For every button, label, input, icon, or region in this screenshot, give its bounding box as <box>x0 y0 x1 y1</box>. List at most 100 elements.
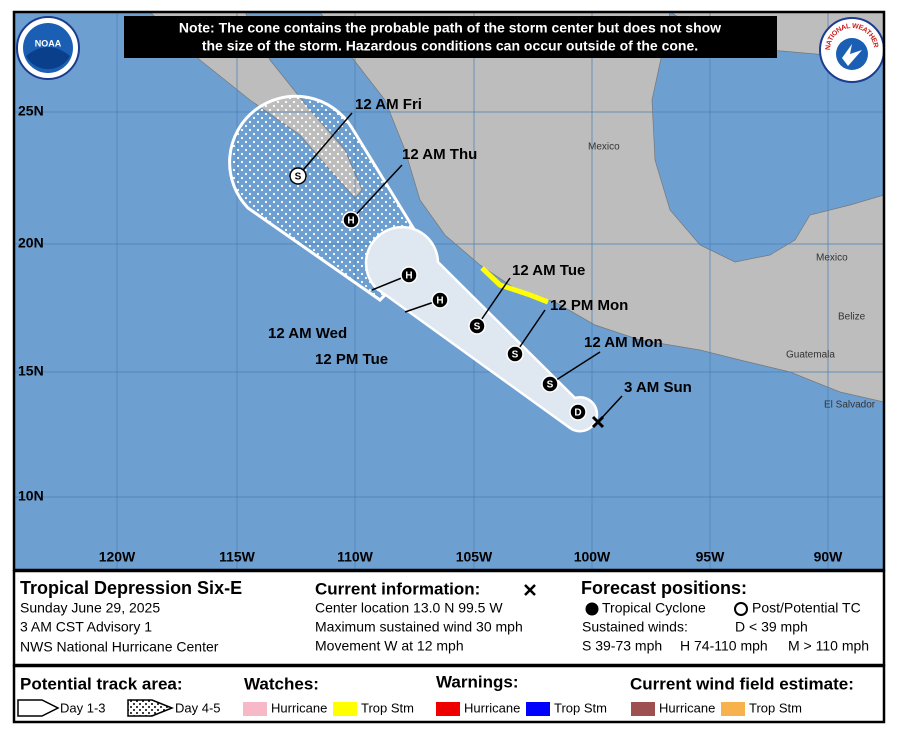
forecast-point <box>541 375 559 393</box>
date: Sunday June 29, 2025 <box>20 600 160 616</box>
place-label: Mexico <box>816 253 848 264</box>
time-label: 12 AM Mon <box>584 334 663 351</box>
noaa-logo: NOAA <box>16 16 80 80</box>
lat-label: 25N <box>18 103 44 119</box>
mainland <box>319 12 884 403</box>
swatch-label: Trop Stm <box>749 700 802 715</box>
swatch <box>333 702 357 716</box>
point-symbol: S <box>474 322 481 333</box>
lon-label: 100W <box>574 549 611 565</box>
time-label: 12 AM Tue <box>512 262 585 279</box>
lat-label: 10N <box>18 488 44 504</box>
center: NWS National Hurricane Center <box>20 639 219 655</box>
current-line: Movement W at 12 mph <box>315 638 464 654</box>
place-label: Belize <box>838 312 866 323</box>
lat-label: 20N <box>18 235 44 251</box>
lon-label: 115W <box>219 549 256 565</box>
lon-label: 95W <box>696 549 726 565</box>
info-panel: Tropical Depression Six-E Sunday June 29… <box>12 569 886 667</box>
wind-h: H 74-110 mph <box>680 638 768 654</box>
tc-label: Tropical Cyclone <box>602 600 706 616</box>
storm-title: Tropical Depression Six-E <box>20 578 242 598</box>
time-label: 12 AM Fri <box>355 96 422 113</box>
point-symbol: S <box>295 172 302 183</box>
place-label: El Salvador <box>824 400 876 411</box>
swatch <box>721 702 745 716</box>
swatch <box>526 702 550 716</box>
time-label: 12 PM Mon <box>550 297 628 314</box>
place-label: Mexico <box>588 142 620 153</box>
swatch-label: Trop Stm <box>361 700 414 715</box>
time-label: 12 PM Tue <box>315 351 388 368</box>
wind-m: M > 110 mph <box>788 638 869 654</box>
swatch-label: Trop Stm <box>554 700 607 715</box>
map: 3 AM Sun D 12 AM Mon S 12 PM Mon S 12 AM Tue S 1… <box>14 12 884 570</box>
day45-icon <box>127 699 175 717</box>
forecast-point <box>569 403 587 421</box>
tc-icon <box>585 602 599 616</box>
current-heading: Current information: <box>315 579 480 598</box>
leader-line <box>350 164 403 221</box>
tropical-storm-watch <box>480 266 549 305</box>
note: Note: The cone contains the probable pat… <box>179 20 721 36</box>
noaa-text: NOAA <box>35 38 62 48</box>
swatch <box>631 702 655 716</box>
lon-label: 120W <box>99 549 136 565</box>
note-box <box>124 16 777 58</box>
graticule <box>14 12 884 570</box>
forecast-point <box>468 317 486 335</box>
advisory: 3 AM CST Advisory 1 <box>20 619 152 635</box>
lon-label: 90W <box>814 549 844 565</box>
day13-label: Day 1-3 <box>60 700 106 715</box>
point-symbol: D <box>574 408 581 419</box>
post-label: Post/Potential TC <box>752 600 861 616</box>
current-icon <box>524 584 536 596</box>
warnings-heading: Warnings: <box>436 672 518 691</box>
swatch-label: Hurricane <box>271 700 327 715</box>
leader-line <box>476 277 511 327</box>
legend-panel: Potential track area: Day 1-3 Day 4-5 Wa… <box>12 664 886 724</box>
watches-heading: Watches: <box>244 674 319 693</box>
track-heading: Potential track area: <box>20 674 183 693</box>
leader-line <box>549 351 601 385</box>
time-label: 12 AM Thu <box>402 146 477 163</box>
point-symbol: S <box>512 350 519 361</box>
wind-d: D < 39 mph <box>735 619 808 635</box>
point-symbol: S <box>547 380 554 391</box>
swatch <box>436 702 460 716</box>
wind-heading: Current wind field estimate: <box>630 674 854 693</box>
leader-line <box>597 395 623 423</box>
point-symbol: H <box>347 216 354 227</box>
wind-s: S 39-73 mph <box>582 638 662 654</box>
time-label: 3 AM Sun <box>624 379 692 396</box>
forecast-point <box>289 167 307 185</box>
lon-label: 105W <box>456 549 493 565</box>
lat-label: 15N <box>18 363 44 379</box>
forecast-heading: Forecast positions: <box>581 578 747 598</box>
current-line: Maximum sustained wind 30 mph <box>315 619 523 635</box>
winds-label: Sustained winds: <box>582 619 688 635</box>
note: the size of the storm. Hazardous conditi… <box>202 38 698 54</box>
leader-line <box>514 309 546 355</box>
current-line: Center location 13.0 N 99.5 W <box>315 600 503 616</box>
leader-line <box>297 112 353 177</box>
place-label: Guatemala <box>786 350 835 361</box>
lon-label: 110W <box>337 549 374 565</box>
day13-icon <box>17 699 60 717</box>
forecast-point <box>400 266 418 284</box>
swatch <box>243 702 267 716</box>
track: 3 AM Sun D 12 AM Mon S 12 PM Mon S 12 AM Tue S 1… <box>268 96 692 429</box>
swatch-label: Hurricane <box>464 700 520 715</box>
lon-labels: 120W 115W 110W 105W 100W 95W 90W <box>99 549 843 565</box>
time-label: 12 AM Wed <box>268 325 347 342</box>
post-icon <box>734 602 748 616</box>
point-symbol: H <box>405 271 412 282</box>
forecast-point <box>431 291 449 309</box>
lat-labels: 25N 20N 15N 10N <box>18 103 44 504</box>
swatch-label: Hurricane <box>659 700 715 715</box>
forecast-point <box>342 211 360 229</box>
point-symbol: H <box>436 296 443 307</box>
forecast-point <box>506 345 524 363</box>
day45-label: Day 4-5 <box>175 700 221 715</box>
